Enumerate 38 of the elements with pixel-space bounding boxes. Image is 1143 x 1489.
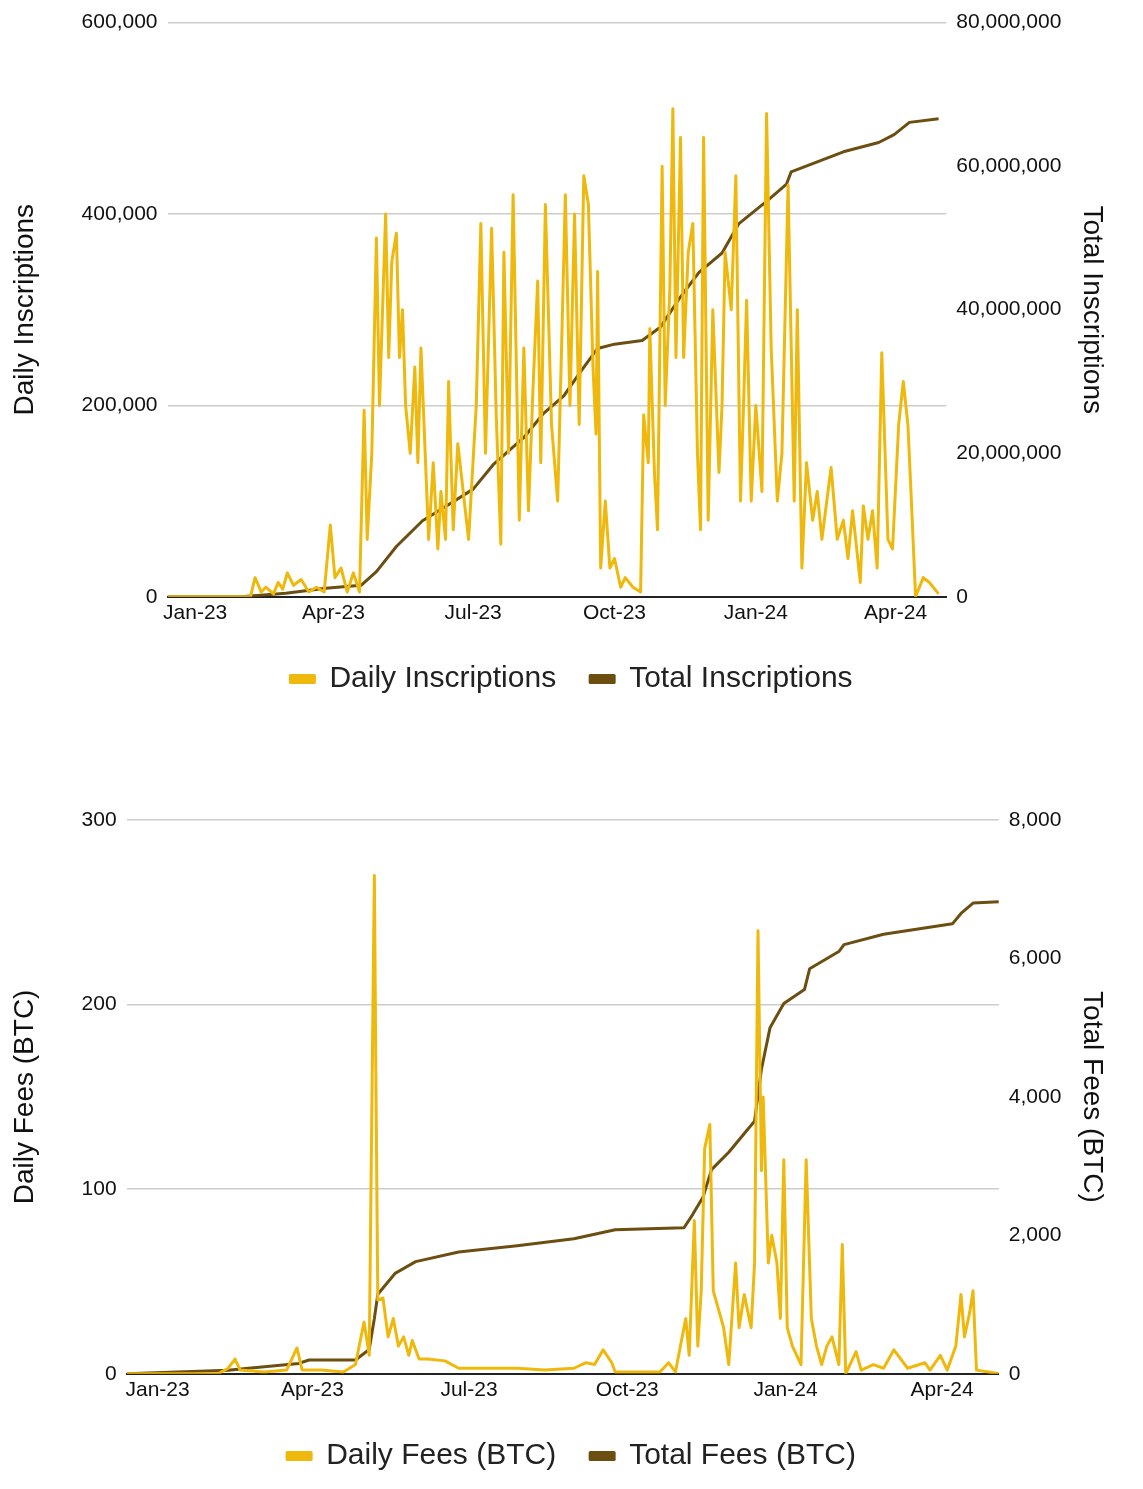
y2-tick-label: 4,000 <box>1008 1083 1062 1107</box>
x-tick-label: Apr-23 <box>280 1377 344 1401</box>
y2-tick-label: 80,000,000 <box>956 9 1062 33</box>
y-tick-label: 100 <box>81 1176 117 1199</box>
legend-label: Daily Fees (BTC) <box>326 1437 557 1471</box>
x-tick-label: Jan-24 <box>723 600 789 624</box>
y2-tick-label: 0 <box>1008 1360 1021 1384</box>
legend-label: Total Inscriptions <box>629 660 853 694</box>
x-tick-label: Apr-24 <box>864 600 928 624</box>
x-tick-label: Oct-23 <box>582 600 647 624</box>
y2-tick-label: 60,000,000 <box>956 152 1062 176</box>
y2-tick-label: 2,000 <box>1008 1222 1062 1246</box>
legend-label: Total Fees (BTC) <box>629 1437 856 1471</box>
y-tick-label: 600,000 <box>81 9 158 33</box>
y2-tick-label: 40,000,000 <box>956 296 1062 320</box>
y2-tick-label: 0 <box>956 583 968 607</box>
legend-label: Daily Inscriptions <box>329 660 557 694</box>
y2-tick-label: 8,000 <box>1008 806 1062 830</box>
x-tick-label: Jul-23 <box>444 600 502 624</box>
x-tick-label: Jan-23 <box>163 600 228 624</box>
x-tick-label: Jan-23 <box>125 1377 190 1401</box>
y-tick-label: 300 <box>81 806 117 830</box>
y-tick-label: 0 <box>104 1360 117 1384</box>
x-tick-label: Jan-24 <box>753 1377 818 1401</box>
y-axis-title: Daily Fees (BTC) <box>7 989 39 1205</box>
x-tick-label: Apr-23 <box>301 600 365 624</box>
y-tick-label: 0 <box>145 583 158 607</box>
x-tick-label: Oct-23 <box>595 1377 659 1401</box>
y2-tick-label: 20,000,000 <box>956 440 1062 464</box>
y-axis-title: Daily Inscriptions <box>7 203 39 416</box>
y2-axis-title: Total Fees (BTC) <box>1078 991 1110 1203</box>
x-tick-label: Jul-23 <box>440 1377 498 1401</box>
y-tick-label: 200,000 <box>81 392 158 416</box>
y-tick-label: 200 <box>81 991 117 1015</box>
y2-tick-label: 6,000 <box>1008 945 1062 969</box>
y-tick-label: 400,000 <box>81 200 158 224</box>
y2-axis-title: Total Inscriptions <box>1078 205 1110 414</box>
x-tick-label: Apr-24 <box>910 1377 974 1401</box>
